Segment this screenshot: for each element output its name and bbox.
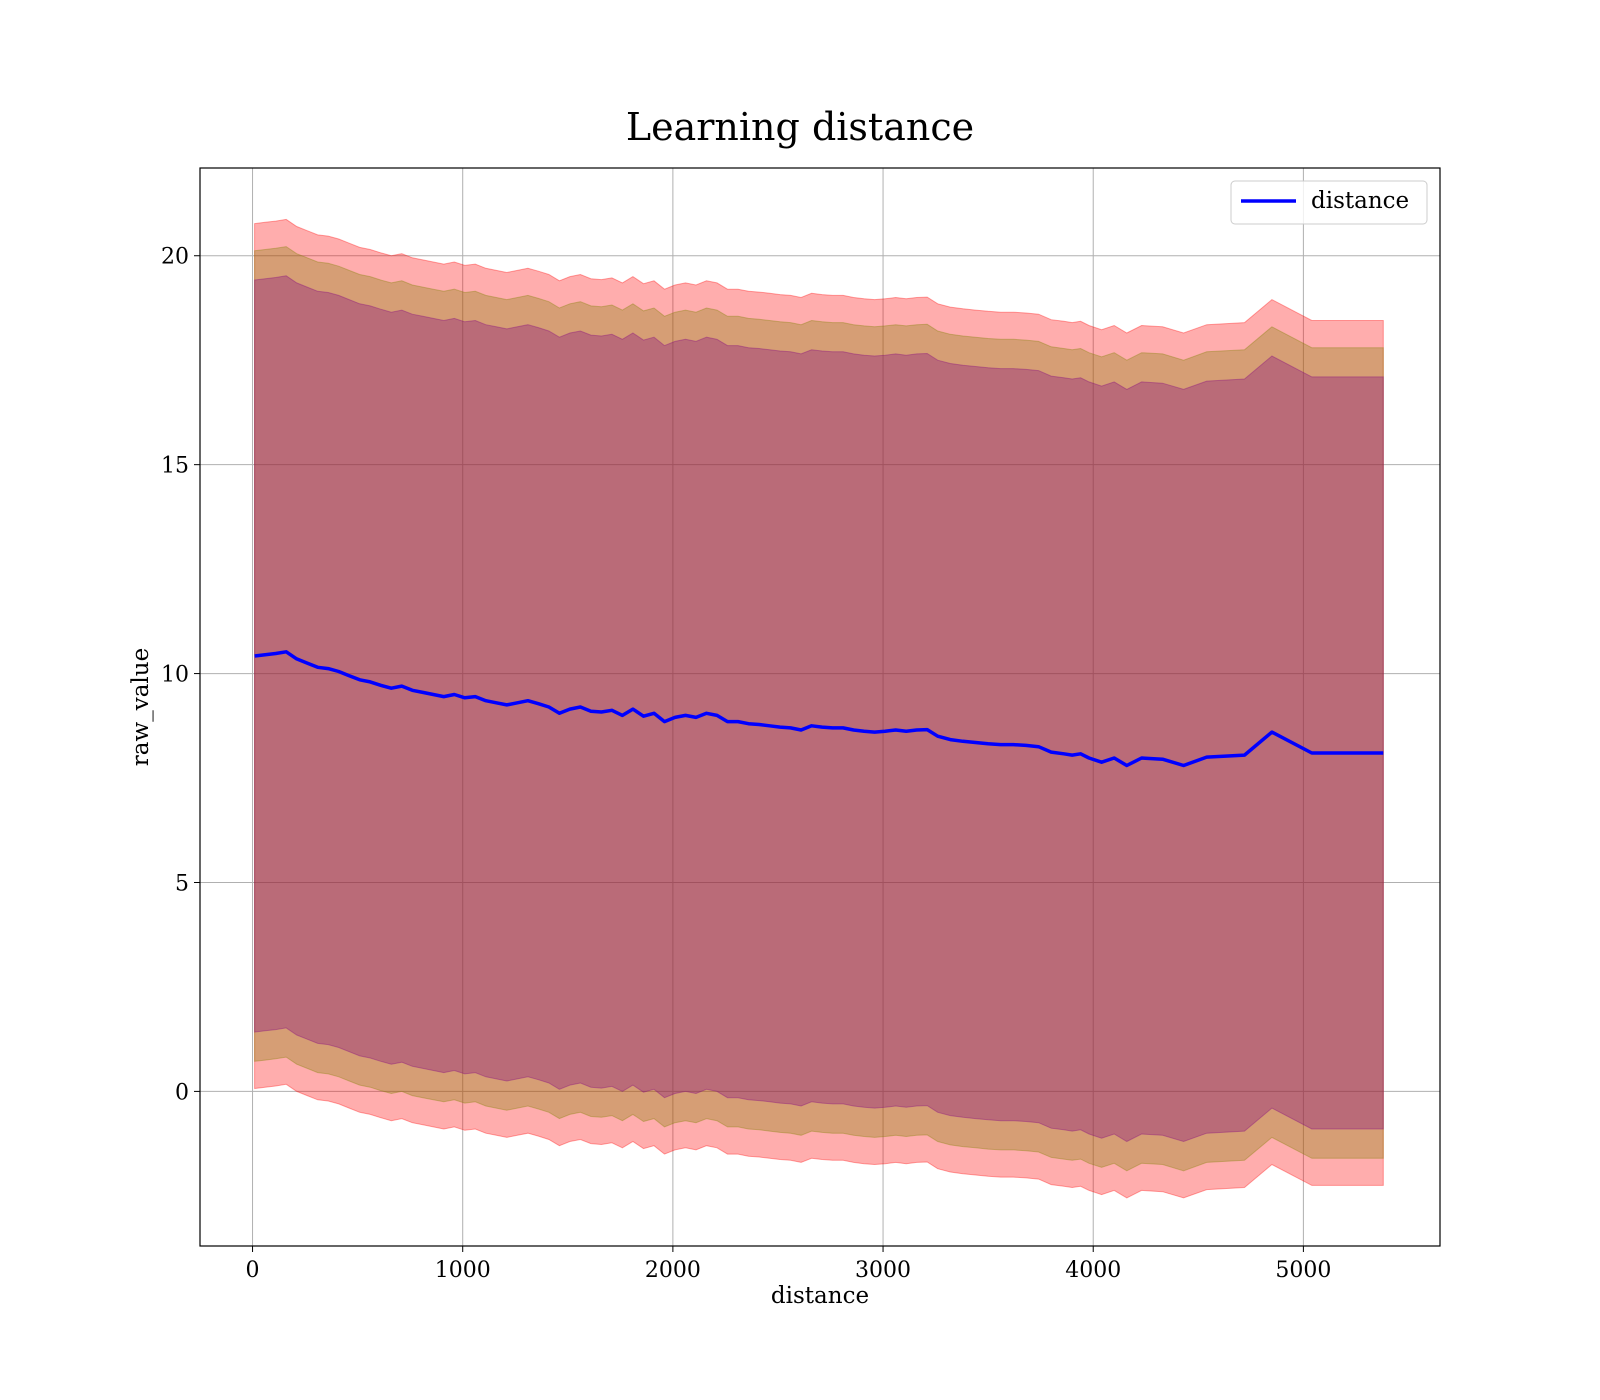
y-axis-ticks: 0 5 10 15 20: [161, 245, 200, 1105]
x-axis-label: distance: [771, 1283, 869, 1309]
x-tick-label: 4000: [1065, 1258, 1121, 1283]
y-tick-label: 15: [161, 454, 189, 479]
confidence-band-0: [254, 218, 1384, 1199]
y-tick-label: 5: [175, 871, 189, 896]
line-series: [254, 650, 1384, 768]
y-axis-label: raw_value: [128, 648, 154, 766]
y-tick-label: 0: [175, 1080, 189, 1105]
x-tick-label: 3000: [855, 1258, 911, 1283]
grid: [200, 168, 1440, 1246]
y-tick-label: 10: [161, 663, 189, 688]
x-tick-label: 2000: [645, 1258, 701, 1283]
x-tick-label: 1000: [435, 1258, 491, 1283]
legend-label: distance: [1311, 188, 1409, 214]
chart-title: Learning distance: [626, 105, 974, 149]
x-tick-label: 5000: [1275, 1258, 1331, 1283]
confidence-band-1: [254, 246, 1384, 1172]
x-axis-ticks: 0 1000 2000 3000 4000 5000: [246, 1246, 1331, 1283]
series-line-distance: [254, 650, 1384, 768]
legend: distance: [1230, 180, 1428, 225]
y-tick-label: 20: [161, 245, 189, 270]
legend-frame: [1230, 180, 1428, 225]
confidence-band-2: [254, 275, 1384, 1143]
plot-frame: [199, 167, 1441, 1247]
x-tick-label: 0: [246, 1258, 260, 1283]
confidence-bands: [254, 218, 1384, 1199]
